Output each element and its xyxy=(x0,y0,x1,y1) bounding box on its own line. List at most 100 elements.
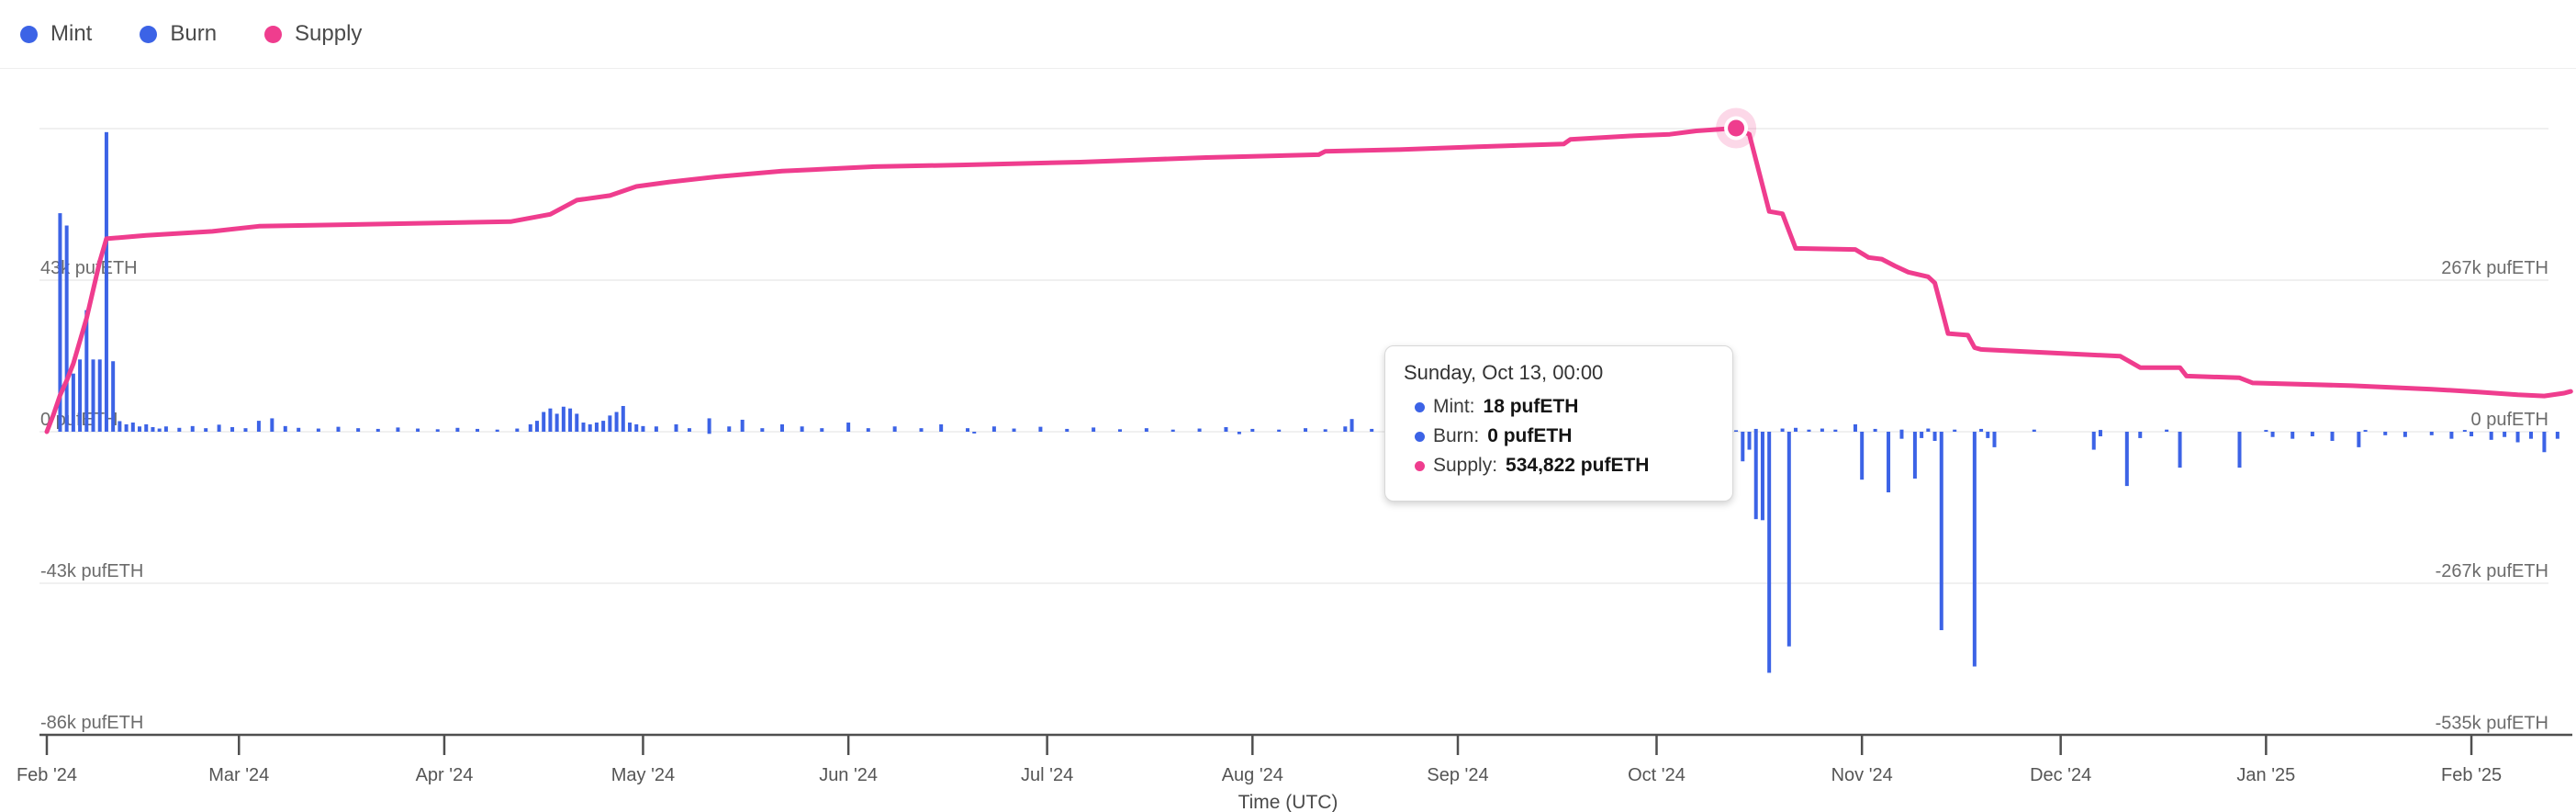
burn-bar[interactable] xyxy=(707,432,711,434)
mint-bar[interactable] xyxy=(1820,428,1824,432)
burn-bar[interactable] xyxy=(2270,432,2275,437)
mint-bar[interactable] xyxy=(163,426,168,432)
mint-bar[interactable] xyxy=(144,423,149,432)
mint-bar[interactable] xyxy=(97,359,102,432)
burn-bar[interactable] xyxy=(2124,432,2129,487)
mint-bar[interactable] xyxy=(1250,428,1255,432)
mint-bar[interactable] xyxy=(919,428,924,432)
mint-bar[interactable] xyxy=(674,423,678,432)
burn-bar[interactable] xyxy=(2098,432,2102,436)
mint-bar[interactable] xyxy=(1807,429,1811,432)
mint-bar[interactable] xyxy=(846,423,851,432)
mint-bar[interactable] xyxy=(561,406,566,432)
mint-bar[interactable] xyxy=(1873,428,1877,432)
mint-bar[interactable] xyxy=(495,429,499,432)
mint-bar[interactable] xyxy=(2264,430,2268,432)
mint-bar[interactable] xyxy=(707,418,711,432)
burn-bar[interactable] xyxy=(2330,432,2335,441)
mint-bar[interactable] xyxy=(614,412,619,432)
mint-bar[interactable] xyxy=(634,423,639,432)
mint-bar[interactable] xyxy=(1277,429,1282,432)
mint-bar[interactable] xyxy=(601,421,606,432)
burn-bar[interactable] xyxy=(1741,432,1745,462)
mint-bar[interactable] xyxy=(2165,429,2169,432)
mint-bar[interactable] xyxy=(760,428,765,432)
mint-bar[interactable] xyxy=(157,428,162,432)
mint-bar[interactable] xyxy=(939,423,944,432)
mint-bar[interactable] xyxy=(568,408,573,432)
burn-bar[interactable] xyxy=(1932,432,1937,441)
mint-bar[interactable] xyxy=(1343,426,1348,432)
mint-bar[interactable] xyxy=(1117,429,1122,432)
mint-bar[interactable] xyxy=(243,428,248,432)
burn-bar[interactable] xyxy=(1992,432,1997,447)
mint-bar[interactable] xyxy=(64,225,69,432)
mint-bar[interactable] xyxy=(138,426,142,432)
mint-bar[interactable] xyxy=(1753,428,1758,432)
mint-bar[interactable] xyxy=(1833,429,1838,432)
burn-bar[interactable] xyxy=(2429,432,2434,435)
mint-bar[interactable] xyxy=(111,361,116,432)
burn-bar[interactable] xyxy=(1899,432,1904,439)
mint-bar[interactable] xyxy=(608,415,612,432)
mint-bar[interactable] xyxy=(1144,428,1148,432)
mint-bar[interactable] xyxy=(621,405,625,432)
burn-bar[interactable] xyxy=(2138,432,2143,438)
mint-bar[interactable] xyxy=(316,428,320,432)
mint-bar[interactable] xyxy=(2098,430,2102,432)
mint-bar[interactable] xyxy=(455,427,460,432)
legend-item-mint[interactable]: Mint xyxy=(20,21,92,47)
mint-bar[interactable] xyxy=(2363,430,2368,432)
mint-bar[interactable] xyxy=(91,359,95,432)
mint-bar[interactable] xyxy=(1170,429,1175,432)
mint-bar[interactable] xyxy=(866,428,870,432)
burn-bar[interactable] xyxy=(1939,432,1943,631)
mint-bar[interactable] xyxy=(2032,429,2036,432)
mint-bar[interactable] xyxy=(1065,428,1070,432)
legend-item-burn[interactable]: Burn xyxy=(140,21,217,47)
mint-bar[interactable] xyxy=(628,423,633,432)
mint-bar[interactable] xyxy=(270,418,274,432)
mint-bar[interactable] xyxy=(740,419,745,432)
hover-point[interactable] xyxy=(1728,119,1745,137)
mint-bar[interactable] xyxy=(336,426,341,432)
burn-bar[interactable] xyxy=(1237,432,1241,434)
mint-bar[interactable] xyxy=(130,423,135,432)
mint-bar[interactable] xyxy=(84,310,89,432)
burn-bar[interactable] xyxy=(2310,432,2314,436)
mint-bar[interactable] xyxy=(1304,428,1308,432)
burn-bar[interactable] xyxy=(2489,432,2493,440)
burn-bar[interactable] xyxy=(2237,432,2242,468)
mint-bar[interactable] xyxy=(594,423,599,432)
burn-bar[interactable] xyxy=(1912,432,1917,479)
burn-bar[interactable] xyxy=(2515,432,2520,443)
mint-bar[interactable] xyxy=(124,423,129,432)
mint-bar[interactable] xyxy=(1323,429,1327,432)
legend-item-supply[interactable]: Supply xyxy=(264,21,362,47)
mint-bar[interactable] xyxy=(476,428,480,432)
mint-bar[interactable] xyxy=(1853,423,1857,432)
mint-bar[interactable] xyxy=(1038,426,1043,432)
mint-bar[interactable] xyxy=(151,427,155,432)
mint-bar[interactable] xyxy=(416,428,420,432)
mint-bar[interactable] xyxy=(542,412,546,432)
mint-bar[interactable] xyxy=(534,421,539,432)
mint-bar[interactable] xyxy=(554,413,559,432)
mint-bar[interactable] xyxy=(356,428,361,432)
mint-bar[interactable] xyxy=(1780,428,1785,432)
mint-bar[interactable] xyxy=(190,425,195,432)
mint-bar[interactable] xyxy=(375,428,380,432)
mint-bar[interactable] xyxy=(230,427,235,432)
mint-bar[interactable] xyxy=(588,423,592,432)
burn-bar[interactable] xyxy=(1860,432,1865,480)
mint-bar[interactable] xyxy=(1012,428,1016,432)
burn-bar[interactable] xyxy=(1747,432,1752,450)
mint-bar[interactable] xyxy=(71,373,75,432)
burn-bar[interactable] xyxy=(1986,432,1990,438)
mint-bar[interactable] xyxy=(991,426,996,432)
mint-bar[interactable] xyxy=(1224,427,1228,432)
mint-bar[interactable] xyxy=(654,426,658,432)
burn-bar[interactable] xyxy=(1887,432,1891,492)
mint-bar[interactable] xyxy=(177,427,182,432)
burn-bar[interactable] xyxy=(1767,432,1772,673)
